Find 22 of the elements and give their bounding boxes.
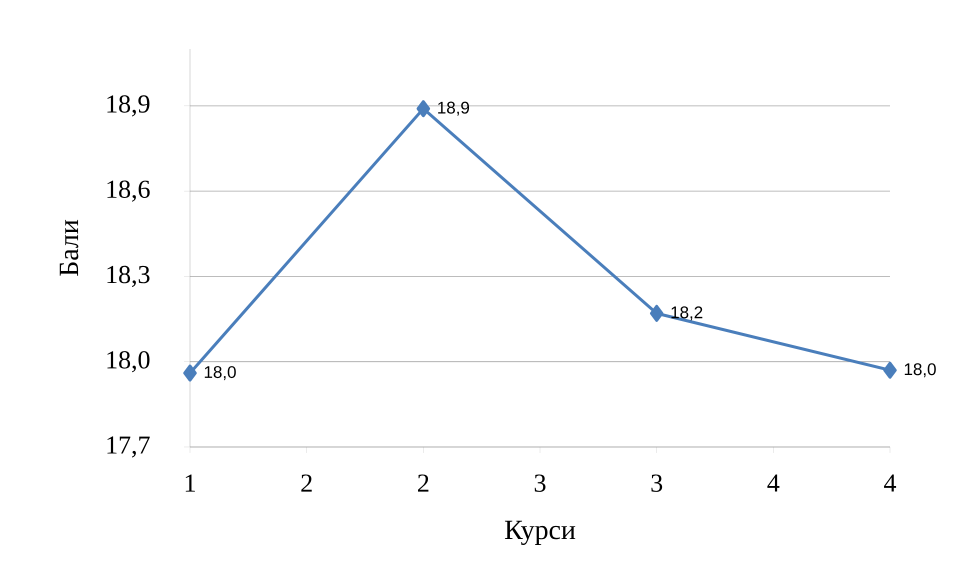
data-label: 18,9 <box>438 102 470 116</box>
y-tick-label: 18,0 <box>107 351 150 372</box>
y-tick-label: 18,9 <box>107 95 150 116</box>
point <box>650 304 664 322</box>
point <box>183 364 197 382</box>
x-tick-label: 2 <box>301 474 312 492</box>
point <box>883 362 897 379</box>
x-tick-label: 2 <box>418 474 428 492</box>
x-tick-label: 3 <box>651 474 662 492</box>
x-tick-label: 3 <box>534 474 546 492</box>
data-label: 18,2 <box>671 306 702 320</box>
x-axis-title: Курси <box>504 520 576 546</box>
x-tick-label: 4 <box>767 474 780 492</box>
y-tick-label: 17,7 <box>107 436 150 458</box>
y-tick-label: 18,3 <box>107 266 150 288</box>
x-tick-label: 1 <box>186 474 195 492</box>
x-tick-label: 4 <box>884 474 896 492</box>
data-label: 18,0 <box>204 366 236 380</box>
data-label: 18,0 <box>904 363 936 378</box>
y-tick-label: 18,6 <box>107 180 150 202</box>
y-axis-title: Бали <box>60 220 78 276</box>
point <box>416 100 430 118</box>
